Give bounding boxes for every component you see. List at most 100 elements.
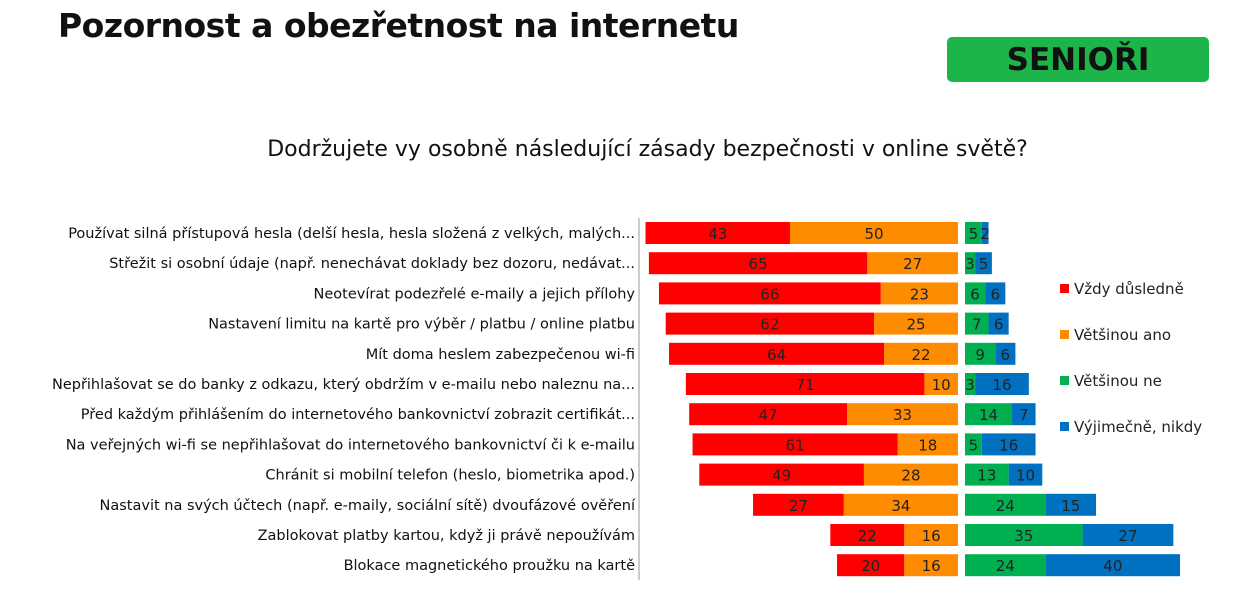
bar-segment bbox=[985, 282, 1006, 305]
data-label: 62 bbox=[760, 316, 779, 334]
bar-segment bbox=[847, 403, 958, 426]
category-label: Nepřihlašovat se do banky z odkazu, kter… bbox=[52, 377, 635, 393]
data-label: 22 bbox=[911, 346, 930, 364]
category-label: Blokace magnetického proužku na kartě bbox=[344, 558, 635, 574]
data-label: 13 bbox=[977, 467, 996, 485]
bar-segment bbox=[924, 373, 958, 395]
bar-segment bbox=[1012, 403, 1036, 426]
data-label: 71 bbox=[796, 376, 815, 394]
data-label: 49 bbox=[772, 467, 791, 485]
bar-segment bbox=[790, 222, 958, 244]
bar-segment bbox=[965, 252, 976, 275]
bar-segment bbox=[904, 554, 958, 577]
data-label: 3 bbox=[965, 255, 975, 273]
legend-label: Většinou ne bbox=[1074, 372, 1162, 390]
bar-segment bbox=[645, 222, 790, 244]
category-label: Před každým přihlášením do internetového… bbox=[81, 407, 635, 423]
bar-segment bbox=[685, 373, 925, 395]
data-label: 9 bbox=[975, 346, 985, 364]
bar-segment bbox=[648, 252, 868, 275]
data-label: 23 bbox=[910, 285, 929, 303]
data-label: 66 bbox=[760, 285, 779, 303]
bar-segment bbox=[867, 252, 958, 275]
bar-segment bbox=[965, 463, 1009, 486]
data-label: 6 bbox=[990, 285, 1000, 303]
data-label: 16 bbox=[999, 436, 1018, 454]
bar-segment bbox=[975, 373, 1029, 395]
category-label: Chránit si mobilní telefon (heslo, biome… bbox=[265, 468, 635, 484]
category-label: Na veřejných wi-fi se nepřihlašovat do i… bbox=[66, 437, 635, 453]
legend-swatch bbox=[1060, 284, 1069, 293]
data-label: 27 bbox=[903, 255, 922, 273]
bar-segment bbox=[981, 433, 1036, 456]
data-label: 2 bbox=[980, 225, 990, 243]
data-label: 24 bbox=[996, 557, 1015, 575]
data-label: 16 bbox=[922, 557, 941, 575]
data-label: 61 bbox=[785, 436, 804, 454]
legend-label: Vždy důsledně bbox=[1074, 280, 1184, 298]
bar-segment bbox=[965, 524, 1083, 546]
bar-segment bbox=[965, 403, 1013, 426]
data-label: 5 bbox=[979, 255, 989, 273]
bar-segment bbox=[975, 252, 992, 275]
data-label: 24 bbox=[996, 497, 1015, 515]
data-label: 14 bbox=[979, 406, 998, 424]
data-label: 6 bbox=[994, 316, 1004, 334]
legend-swatch bbox=[1060, 376, 1069, 385]
data-label: 18 bbox=[918, 436, 937, 454]
data-label: 7 bbox=[1019, 406, 1029, 424]
data-label: 16 bbox=[992, 376, 1011, 394]
data-label: 10 bbox=[1016, 467, 1035, 485]
data-label: 7 bbox=[972, 316, 982, 334]
bar-segment bbox=[995, 342, 1016, 365]
data-label: 47 bbox=[759, 406, 778, 424]
bar-segment bbox=[965, 222, 982, 244]
bar-segment bbox=[897, 433, 958, 456]
bar-segment bbox=[965, 312, 989, 335]
data-label: 10 bbox=[932, 376, 951, 394]
category-label: Nastavení limitu na kartě pro výběr / pl… bbox=[208, 317, 635, 333]
data-label: 33 bbox=[893, 406, 912, 424]
bar-segment bbox=[874, 312, 958, 335]
bar-segment bbox=[904, 524, 958, 546]
data-label: 3 bbox=[965, 376, 975, 394]
data-label: 27 bbox=[789, 497, 808, 515]
data-label: 6 bbox=[1001, 346, 1011, 364]
category-label: Zablokovat platby kartou, když ji právě … bbox=[258, 528, 635, 544]
data-label: 6 bbox=[970, 285, 980, 303]
data-label: 28 bbox=[901, 467, 920, 485]
bar-segment bbox=[880, 282, 958, 305]
bar-segment bbox=[965, 373, 976, 395]
bar-segment bbox=[689, 403, 848, 426]
data-label: 16 bbox=[922, 527, 941, 545]
bar-segment bbox=[658, 282, 881, 305]
data-label: 15 bbox=[1061, 497, 1080, 515]
category-label: Střežit si osobní údaje (např. nenecháva… bbox=[109, 256, 635, 272]
bar-segment bbox=[837, 554, 905, 577]
data-label: 27 bbox=[1118, 527, 1137, 545]
bar-segment bbox=[965, 282, 986, 305]
segment-badge: SENIOŘI bbox=[947, 37, 1209, 82]
legend-swatch bbox=[1060, 330, 1069, 339]
data-label: 5 bbox=[969, 436, 979, 454]
bar-segment bbox=[830, 524, 905, 546]
bar-segment bbox=[665, 312, 874, 335]
bar-segment bbox=[1082, 524, 1174, 546]
chart-title: Dodržujete vy osobně následující zásady … bbox=[267, 137, 1028, 162]
data-label: 50 bbox=[864, 225, 883, 243]
category-label: Používat silná přístupová hesla (delší h… bbox=[68, 226, 635, 242]
data-label: 20 bbox=[861, 557, 880, 575]
data-label: 40 bbox=[1103, 557, 1122, 575]
legend-label: Většinou ano bbox=[1074, 326, 1171, 344]
bar-segment bbox=[965, 493, 1046, 516]
bar-segment bbox=[692, 433, 898, 456]
bar-segment bbox=[884, 342, 958, 365]
data-label: 25 bbox=[906, 316, 925, 334]
bar-segment bbox=[843, 493, 958, 516]
bar-segment bbox=[1045, 493, 1097, 516]
page-title: Pozornost a obezřetnost na internetu bbox=[58, 6, 739, 45]
bar-segment bbox=[1008, 463, 1043, 486]
bar-segment bbox=[863, 463, 958, 486]
category-label: Mít doma heslem zabezpečenou wi-fi bbox=[366, 347, 635, 363]
